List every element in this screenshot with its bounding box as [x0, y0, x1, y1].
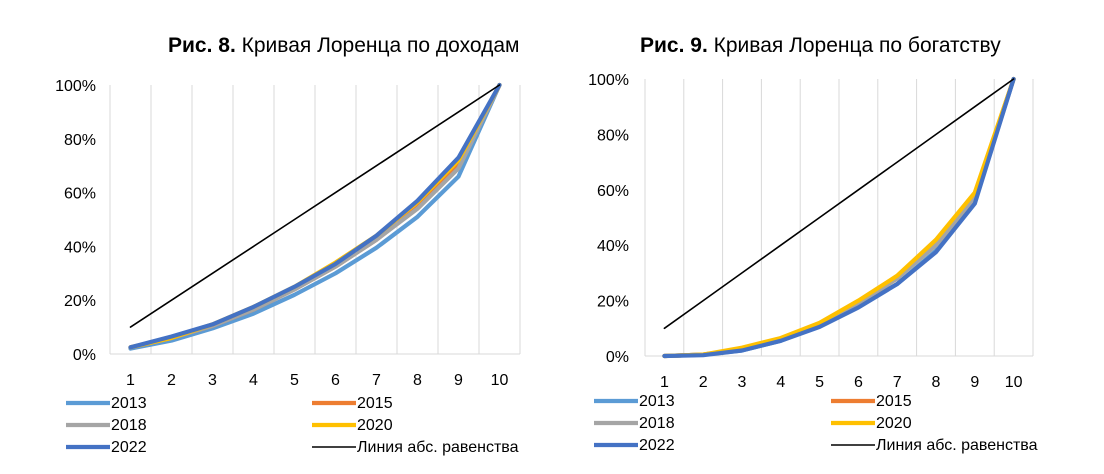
y-tick-label: 0% [606, 349, 629, 366]
y-tick-label: 60% [64, 186, 96, 203]
y-tick-label: 40% [597, 238, 629, 255]
x-tick-label: 8 [413, 372, 422, 389]
legend-label-2015: 2015 [876, 393, 912, 410]
legend-label-2020: 2020 [876, 415, 912, 432]
wealth-lorenz-chart: Рис. 9. Кривая Лоренца по богатству 0% 20… [552, 0, 1104, 474]
series-line-2013 [128, 82, 502, 351]
x-tick-label: 7 [372, 372, 381, 389]
x-tick-label: 9 [454, 372, 463, 389]
legend-label-2022: 2022 [639, 437, 675, 454]
x-tick-label: 6 [331, 372, 340, 389]
x-tick-label: 7 [893, 374, 902, 391]
income-lorenz-chart: Рис. 8. Кривая Лоренца по доходам 0% 20% 4… [55, 34, 521, 456]
x-tick-label: 4 [776, 374, 785, 391]
figure-title: Кривая Лоренца по богатству [713, 34, 1001, 57]
legend-label-линия-абс-равенства: Линия абс. равенства [876, 437, 1038, 454]
series-line-2022 [662, 76, 1016, 359]
legend-label-линия-абс-равенства: Линия абс. равенства [357, 439, 519, 456]
legend-label-2013: 2013 [639, 393, 675, 410]
chart-title: Рис. 8. Кривая Лоренца по доходам [168, 34, 519, 58]
legend-label-2013: 2013 [111, 395, 147, 412]
x-tick-label: 3 [208, 372, 217, 389]
chart-title: Рис. 9. Кривая Лоренца по богатству [640, 34, 1001, 58]
series-line-2022 [128, 82, 502, 350]
x-tick-label: 2 [167, 372, 176, 389]
x-tick-label: 1 [660, 374, 669, 391]
x-tick-label: 8 [932, 374, 941, 391]
x-tick-label: 1 [126, 372, 135, 389]
x-tick-label: 9 [970, 374, 979, 391]
y-tick-label: 20% [597, 294, 629, 311]
legend-label-2020: 2020 [357, 417, 393, 434]
series-line-линия-абс-равенства [129, 84, 501, 328]
chart-plot: 0% 20% 40% 60% 80% 100% 1 2 3 4 5 6 7 8 9 10 2013 2015 201… [588, 72, 1038, 454]
chart-plot: 0% 20% 40% 60% 80% 100% 1 2 3 4 5 6 7 8 9 10 2013 2015 201… [55, 78, 521, 456]
y-tick-label: 80% [597, 127, 629, 144]
figure-label: Рис. 8. [168, 34, 236, 57]
y-tick-label: 80% [64, 132, 96, 149]
y-tick-label: 20% [64, 293, 96, 310]
legend-label-2022: 2022 [111, 439, 147, 456]
legend-label-2018: 2018 [639, 415, 675, 432]
series-line-линия-абс-равенства [663, 78, 1015, 330]
y-tick-label: 100% [55, 78, 96, 95]
y-tick-label: 40% [64, 239, 96, 256]
x-tick-label: 2 [699, 374, 708, 391]
x-tick-label: 3 [738, 374, 747, 391]
x-tick-label: 4 [249, 372, 258, 389]
y-tick-label: 0% [73, 347, 96, 364]
y-tick-label: 100% [588, 72, 629, 89]
x-tick-label: 10 [491, 372, 509, 389]
x-tick-label: 5 [815, 374, 824, 391]
figure-label: Рис. 9. [640, 34, 708, 57]
y-tick-label: 60% [597, 183, 629, 200]
legend-label-2018: 2018 [111, 417, 147, 434]
x-tick-label: 6 [854, 374, 863, 391]
figure-title: Кривая Лоренца по доходам [241, 34, 520, 57]
legend-label-2015: 2015 [357, 395, 393, 412]
x-tick-label: 10 [1005, 374, 1023, 391]
x-tick-label: 5 [290, 372, 299, 389]
